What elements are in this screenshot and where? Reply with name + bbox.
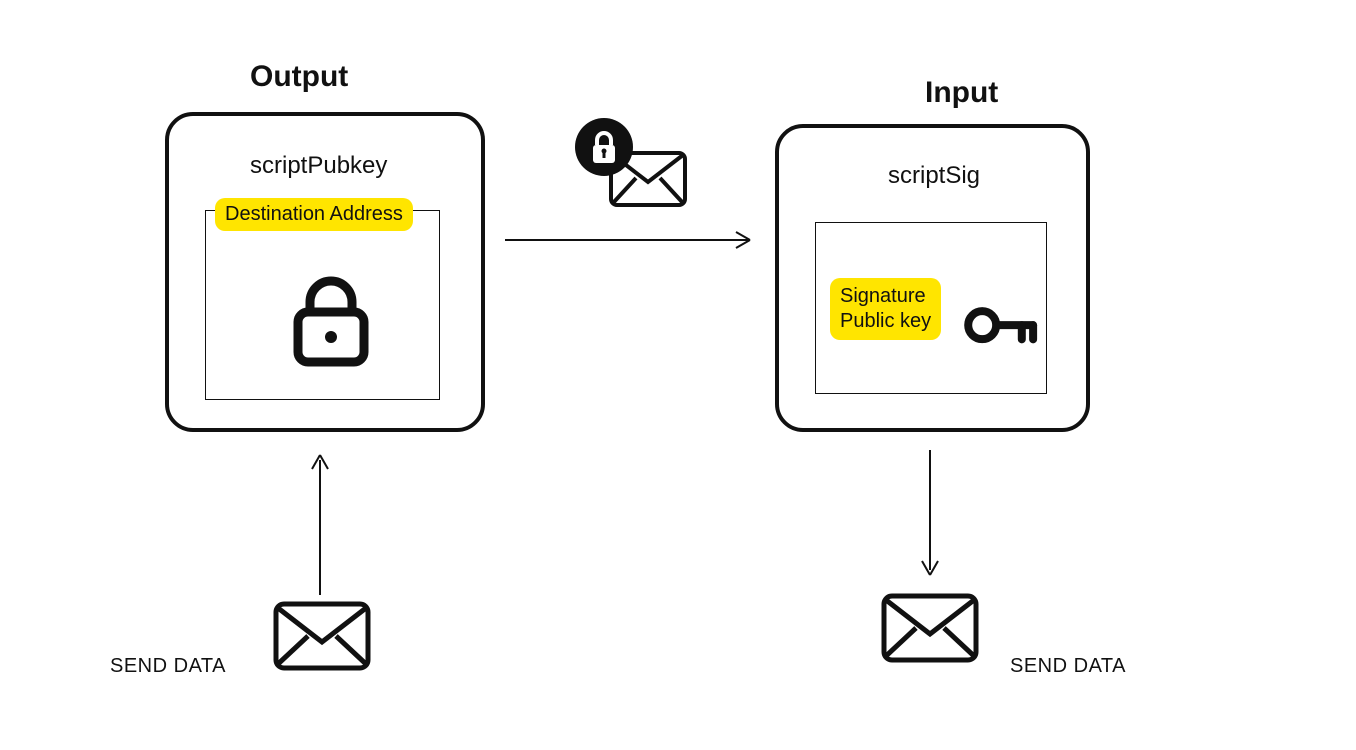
send-data-label-right: SEND DATA <box>1010 655 1126 678</box>
transaction-diagram: Output scriptPubkey Destination Address … <box>0 0 1356 750</box>
arrow-down <box>918 450 942 580</box>
output-title: Output <box>250 60 348 94</box>
signature-pubkey-badge: Signature Public key <box>830 278 941 340</box>
send-data-label-left: SEND DATA <box>110 655 226 678</box>
envelope-icon <box>272 600 372 672</box>
output-subtitle: scriptPubkey <box>250 152 387 180</box>
arrow-up <box>308 450 332 595</box>
destination-address-badge: Destination Address <box>215 198 413 231</box>
arrow-right <box>505 225 765 255</box>
lock-circle-icon <box>575 118 633 176</box>
key-icon <box>962 288 1042 368</box>
lock-icon <box>288 270 374 370</box>
input-subtitle: scriptSig <box>888 162 980 190</box>
publickey-label: Public key <box>840 309 931 334</box>
input-title: Input <box>925 76 998 110</box>
signature-label: Signature <box>840 284 931 309</box>
envelope-icon <box>880 592 980 664</box>
